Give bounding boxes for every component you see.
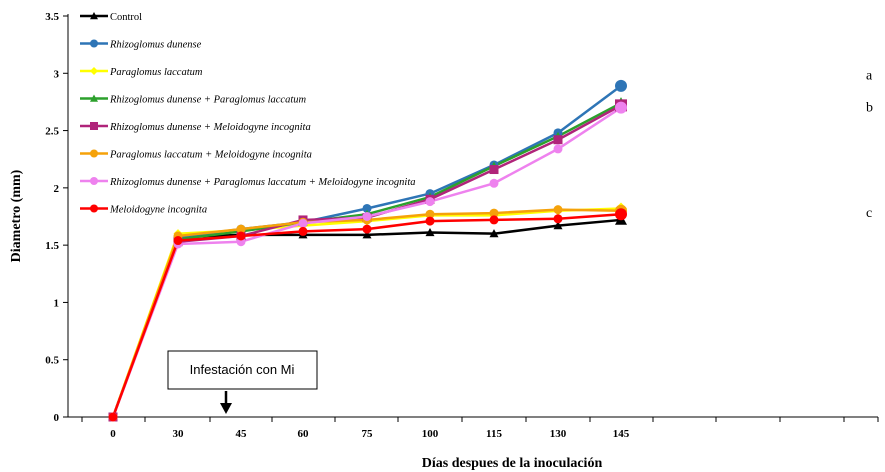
legend-label-control: Control (110, 12, 142, 23)
data-point-meloidogyne-incognita (236, 231, 246, 241)
x-tick-label: 45 (236, 428, 248, 440)
legend-label-rhizoglomus-dunense: Rhizoglomus dunense (109, 40, 202, 51)
x-tick-label: 115 (486, 428, 502, 440)
data-point-meloidogyne-incognita (298, 226, 308, 236)
data-point-rhizoglomus-dunense-paraglomus-laccatum-meloidogyne-incognita (362, 212, 372, 221)
infestation-annotation: Infestación con Mi (167, 350, 318, 414)
x-tick-label: 130 (550, 428, 567, 440)
legend-marker-rhizoglomus-dunense (90, 39, 98, 48)
legend-marker-rhizoglomus-dunense-paraglomus-laccatum (90, 94, 98, 102)
data-point-paraglomus-laccatum-meloidogyne-incognita (236, 224, 246, 234)
data-point-rhizoglomus-dunense-paraglomus-laccatum-meloidogyne-incognita (298, 218, 308, 228)
x-tick-label: 30 (173, 428, 185, 440)
data-point-meloidogyne-incognita (173, 236, 183, 246)
x-tick-label: 60 (298, 428, 310, 440)
legend-label-rhizoglomus-dunense-paraglomus-laccatum-meloidogyne-incognita: Rhizoglomus dunense + Paraglomus laccatu… (109, 177, 416, 188)
y-axis-label: Diametro (mm) (9, 169, 24, 262)
data-point-control (489, 229, 499, 238)
legend-label-meloidogyne-incognita: Meloidogyne incognita (109, 205, 207, 216)
y-tick-label: 1 (54, 297, 60, 309)
legend-marker-paraglomus-laccatum-meloidogyne-incognita (90, 149, 98, 158)
annotation-box (167, 350, 318, 390)
significance-letters: a b c (866, 69, 873, 221)
legend: Control Rhizoglomus dunense Paraglomus lac… (80, 12, 416, 216)
x-tick-label: 0 (110, 428, 116, 440)
data-point-rhizoglomus-dunense-paraglomus-laccatum-meloidogyne-incognita (553, 144, 563, 154)
x-tick-label: 145 (613, 428, 630, 440)
axes (63, 14, 879, 422)
data-point-rhizoglomus-dunense-paraglomus-laccatum-meloidogyne-incognita (425, 197, 435, 207)
x-tick-label: 75 (362, 428, 374, 440)
significance-letter-c: c (866, 206, 872, 221)
data-point-control (362, 230, 372, 239)
data-point-meloidogyne-incognita (425, 216, 435, 226)
x-axis-label: Días despues de la inoculación (422, 456, 603, 471)
significance-letter-b: b (866, 101, 873, 116)
legend-marker-rhizoglomus-dunense-meloidogyne-incognita (90, 122, 98, 130)
legend-label-rhizoglomus-dunense-meloidogyne-incognita: Rhizoglomus dunense + Meloidogyne incogn… (109, 122, 311, 133)
data-point-control (425, 228, 435, 237)
significance-letter-a: a (866, 69, 873, 84)
data-point-meloidogyne-incognita (362, 224, 372, 234)
y-tick-label: 0.5 (45, 355, 59, 367)
y-tick-label: 0 (54, 412, 60, 424)
data-point-rhizoglomus-dunense-meloidogyne-incognita (489, 165, 499, 175)
data-point-meloidogyne-incognita (108, 412, 118, 422)
tick-labels: 0 0.5 1 1.5 2 2.5 3 3.5 0 30 45 60 75 100 115 130 145 (45, 11, 630, 440)
legend-label-paraglomus-laccatum: Paraglomus laccatum (109, 67, 203, 78)
data-point-meloidogyne-incognita (553, 214, 563, 224)
legend-label-rhizoglomus-dunense-paraglomus-laccatum: Rhizoglomus dunense + Paraglomus laccatu… (109, 95, 306, 106)
annotation-text: Infestación con Mi (190, 362, 295, 377)
data-point-paraglomus-laccatum-meloidogyne-incognita (425, 209, 435, 219)
data-point-rhizoglomus-dunense (362, 203, 372, 213)
arrow-down-icon (220, 403, 232, 414)
legend-marker-control (90, 12, 98, 20)
y-tick-label: 1.5 (45, 240, 59, 252)
data-point-rhizoglomus-dunense-paraglomus-laccatum-meloidogyne-incognita (615, 101, 627, 114)
data-point-paraglomus-laccatum-meloidogyne-incognita (489, 208, 499, 218)
y-tick-label: 3.5 (45, 11, 59, 23)
legend-marker-rhizoglomus-dunense-paraglomus-laccatum-meloidogyne-incognita (90, 177, 98, 185)
legend-marker-meloidogyne-incognita (90, 204, 98, 213)
x-tick-label: 100 (422, 428, 439, 440)
data-point-meloidogyne-incognita (615, 208, 627, 221)
data-point-rhizoglomus-dunense (615, 79, 627, 92)
data-point-control (553, 221, 563, 230)
data-point-rhizoglomus-dunense-paraglomus-laccatum-meloidogyne-incognita (489, 178, 499, 188)
series-markers (108, 79, 627, 422)
legend-label-paraglomus-laccatum-meloidogyne-incognita: Paraglomus laccatum + Meloidogyne incogn… (109, 150, 312, 161)
y-tick-label: 3 (54, 68, 60, 80)
y-tick-label: 2 (54, 183, 60, 195)
data-point-paraglomus-laccatum-meloidogyne-incognita (553, 205, 563, 215)
data-point-rhizoglomus-dunense-meloidogyne-incognita (553, 135, 563, 145)
y-tick-label: 2.5 (45, 126, 59, 138)
legend-marker-paraglomus-laccatum (90, 67, 98, 75)
data-point-meloidogyne-incognita (489, 215, 499, 225)
